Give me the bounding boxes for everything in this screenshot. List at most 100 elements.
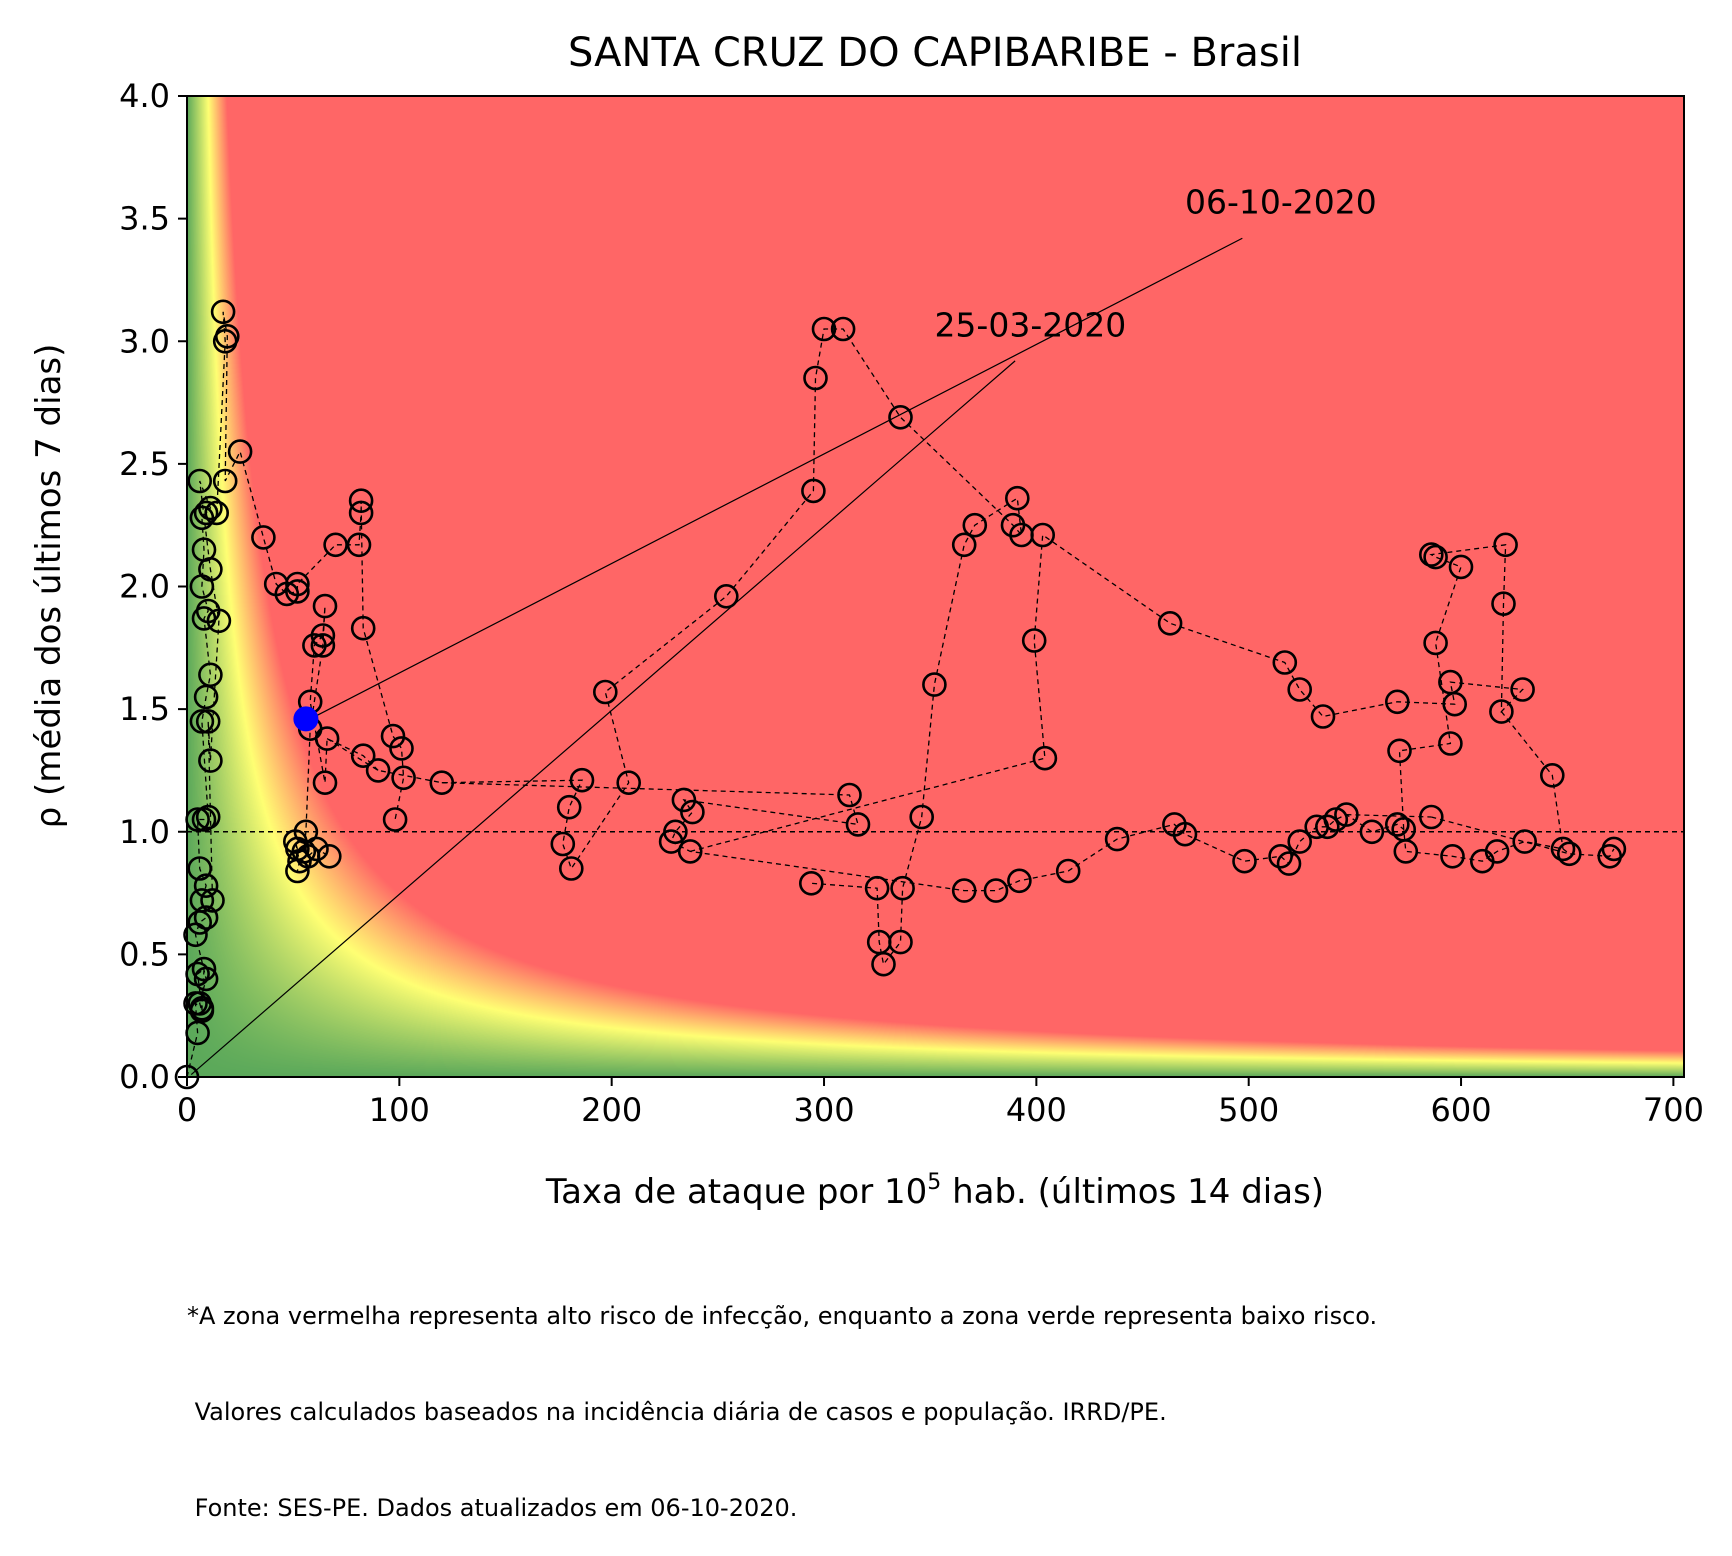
data-point [1440, 843, 1465, 869]
data-point [1315, 814, 1340, 840]
data-point [845, 812, 871, 837]
data-point [680, 799, 705, 825]
data-point [837, 782, 862, 808]
annotation-label-0: 06-10-2020 [1185, 183, 1377, 222]
data-point [677, 839, 703, 864]
data-point [1310, 704, 1336, 729]
x-tick-label: 700 [1643, 1091, 1704, 1129]
data-point [556, 794, 582, 820]
data-point [251, 525, 276, 550]
data-point [187, 856, 212, 881]
data-point [1007, 868, 1032, 894]
data-point [1359, 819, 1385, 845]
data-point [1032, 745, 1058, 771]
y-tick-label: 3.0 [119, 322, 170, 360]
data-point [189, 888, 215, 913]
data-point [206, 608, 232, 634]
x-axis-label: Taxa de ataque por 105 hab. (últimos 14 … [545, 1170, 1324, 1212]
data-point [1512, 829, 1537, 854]
data-point [1030, 522, 1055, 548]
data-point [1021, 628, 1047, 653]
x-tick-label: 200 [581, 1091, 642, 1129]
data-point [1423, 544, 1448, 570]
data-point [1493, 532, 1518, 558]
data-point [285, 579, 310, 604]
trajectory-segment-6 [690, 533, 1524, 853]
data-point [1484, 839, 1510, 864]
data-point [191, 807, 217, 832]
data-point [1272, 650, 1298, 675]
data-point [212, 468, 238, 494]
x-tick-label: 100 [369, 1091, 430, 1129]
x-axis-label-superscript: 5 [927, 1170, 941, 1195]
footnote-line-2: Valores calculados baseados na incidênci… [187, 1398, 1167, 1426]
data-point [198, 662, 223, 688]
data-point [1334, 802, 1359, 827]
data-point [798, 870, 824, 896]
data-point [962, 512, 988, 538]
annotation-label-1: 25-03-2020 [934, 305, 1126, 344]
data-point [1385, 812, 1410, 837]
data-point [348, 488, 374, 514]
current-point [293, 706, 319, 732]
data-point [888, 404, 913, 430]
data-point [592, 679, 618, 705]
y-axis-label: ρ (média dos últimos 7 dias) [29, 344, 69, 829]
data-point [890, 875, 915, 901]
y-tick-label: 2.5 [119, 445, 170, 483]
data-point [189, 709, 215, 734]
y-tick-label: 4.0 [119, 77, 170, 115]
data-point [1419, 804, 1444, 830]
data-point [429, 770, 455, 796]
data-point [803, 365, 828, 391]
data-point [1393, 839, 1419, 864]
data-point [1540, 762, 1565, 788]
x-tick-label: 600 [1431, 1091, 1492, 1129]
data-point [1557, 841, 1582, 867]
data-point [1104, 826, 1130, 852]
y-axis-ticks: 0.0 0.5 1.0 1.5 2.0 2.5 3.0 3.5 4.0 [119, 77, 187, 1096]
y-tick-label: 1.0 [119, 813, 170, 851]
data-point [323, 532, 348, 558]
data-point [210, 299, 236, 325]
data-point [187, 468, 212, 494]
data-point [198, 748, 223, 773]
data-point [304, 836, 329, 862]
data-point [365, 758, 391, 783]
chart-title: SANTA CRUZ DO CAPIBARIBE - Brasil [568, 30, 1302, 76]
trajectory-segment-8 [1431, 816, 1570, 855]
x-tick-label: 0 [177, 1091, 197, 1129]
data-point [215, 323, 240, 349]
data-point [312, 593, 338, 619]
data-point [348, 500, 374, 526]
data-point [864, 875, 890, 901]
data-point [1601, 836, 1627, 862]
data-point [282, 829, 308, 854]
data-point [1055, 858, 1081, 884]
data-point [1287, 677, 1312, 702]
data-point [204, 500, 229, 526]
data-point [1004, 485, 1030, 511]
data-point [285, 858, 310, 884]
data-point [951, 532, 977, 558]
data-point [1448, 554, 1474, 580]
footnote-line-1: *A zona vermelha representa alto risco d… [187, 1302, 1378, 1330]
data-point [1268, 843, 1293, 869]
data-point [193, 873, 219, 899]
data-point [713, 583, 739, 609]
x-tick-label: 400 [1006, 1091, 1067, 1129]
y-tick-label: 1.5 [119, 690, 170, 728]
data-point [983, 878, 1009, 903]
data-point [312, 770, 338, 796]
data-point [616, 770, 642, 796]
y-tick-label: 0.0 [119, 1058, 170, 1096]
x-tick-label: 300 [793, 1091, 854, 1129]
data-point [1423, 630, 1448, 656]
data-point [285, 571, 310, 597]
data-point [382, 807, 408, 832]
data-point [909, 804, 935, 830]
data-point [1287, 829, 1312, 854]
data-point [1276, 851, 1302, 876]
data-point [558, 856, 584, 881]
data-point [1419, 542, 1444, 567]
